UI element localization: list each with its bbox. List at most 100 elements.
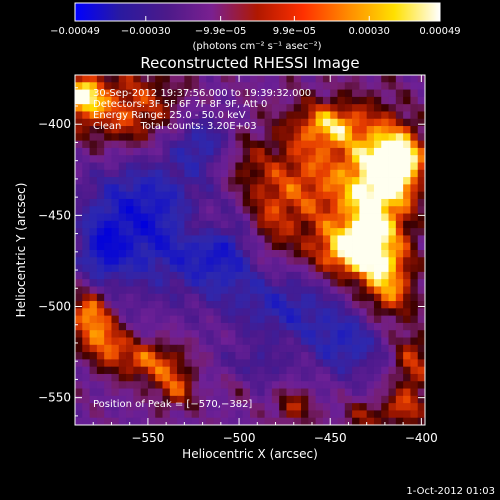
heatmap-cell — [250, 133, 258, 142]
heatmap-cell — [264, 366, 273, 375]
heatmap-cell — [140, 257, 149, 265]
heatmap-cell — [191, 344, 200, 353]
heatmap-cell — [118, 169, 127, 178]
heatmap-cell — [198, 118, 207, 127]
heatmap-cell — [315, 111, 324, 120]
heatmap-cell — [75, 271, 83, 280]
heatmap-cell — [126, 257, 134, 265]
heatmap-cell — [198, 191, 207, 200]
heatmap-cell — [96, 140, 105, 149]
heatmap-cell — [133, 89, 142, 98]
heatmap-cell — [264, 162, 273, 171]
heatmap-cell — [75, 381, 83, 389]
heatmap-cell — [315, 308, 324, 317]
heatmap-cell — [344, 140, 353, 149]
heatmap-cell — [308, 315, 317, 324]
heatmap-cell — [359, 315, 368, 324]
heatmap-cell — [198, 213, 207, 222]
heatmap-cell — [228, 271, 236, 280]
heatmap-cell — [82, 271, 90, 280]
heatmap-cell — [104, 373, 112, 382]
heatmap-cell — [140, 177, 149, 185]
heatmap-cell — [293, 271, 302, 280]
heatmap-cell — [410, 177, 419, 185]
heatmap-cell — [82, 359, 90, 368]
heatmap-cell — [133, 126, 142, 134]
heatmap-cell — [359, 366, 368, 375]
heatmap-cell — [198, 111, 207, 120]
heatmap-cell — [198, 126, 207, 134]
heatmap-cell — [403, 220, 411, 229]
heatmap-cell — [177, 257, 185, 265]
heatmap-cell — [388, 395, 397, 404]
heatmap-cell — [403, 228, 411, 236]
heatmap-cell — [322, 75, 331, 83]
heatmap-cell — [126, 264, 134, 273]
heatmap-cell — [264, 89, 273, 98]
heatmap-cell — [118, 330, 127, 338]
heatmap-cell — [111, 206, 120, 214]
heatmap-cell — [264, 133, 273, 142]
heatmap-cell — [220, 206, 229, 214]
heatmap-cell — [301, 213, 309, 222]
heatmap-cell — [111, 162, 120, 171]
heatmap-cell — [96, 228, 105, 236]
heatmap-cell — [366, 228, 375, 236]
heatmap-cell — [279, 220, 287, 229]
heatmap-cell — [395, 191, 404, 200]
heatmap-cell — [352, 403, 360, 411]
heatmap-cell — [235, 264, 244, 273]
heatmap-cell — [147, 155, 156, 163]
heatmap-cell — [96, 293, 105, 302]
heatmap-cell — [104, 337, 112, 346]
heatmap-cell — [403, 89, 411, 98]
heatmap-cell — [75, 147, 83, 156]
heatmap-cell — [366, 315, 375, 324]
heatmap-cell — [403, 293, 411, 302]
heatmap-cell — [133, 308, 142, 317]
heatmap-cell — [140, 344, 149, 353]
heatmap-cell — [410, 82, 419, 90]
heatmap-cell — [352, 75, 360, 83]
heatmap-cell — [111, 352, 120, 360]
heatmap-cell — [177, 366, 185, 375]
heatmap-cell — [206, 301, 214, 309]
heatmap-cell — [366, 82, 375, 90]
heatmap-cell — [417, 228, 425, 236]
heatmap-cell — [257, 366, 265, 375]
heatmap-cell — [257, 89, 265, 98]
heatmap-cell — [264, 373, 273, 382]
heatmap-cell — [308, 271, 317, 280]
heatmap-cell — [417, 257, 425, 265]
heatmap-cell — [89, 228, 98, 236]
heatmap-cell — [322, 293, 331, 302]
heatmap-cell — [235, 301, 244, 309]
heatmap-cell — [177, 89, 185, 98]
heatmap-cell — [89, 279, 98, 287]
heatmap-cell — [308, 89, 317, 98]
heatmap-cell — [242, 337, 251, 346]
heatmap-cell — [359, 344, 368, 353]
heatmap-cell — [198, 206, 207, 214]
heatmap-cell — [169, 257, 178, 265]
heatmap-cell — [417, 155, 425, 163]
heatmap-cell — [344, 96, 353, 105]
heatmap-cell — [184, 250, 193, 258]
heatmap-cell — [410, 155, 419, 163]
heatmap-cell — [155, 264, 163, 273]
heatmap-cell — [403, 198, 411, 207]
heatmap-cell — [147, 89, 156, 98]
colorbar-tick-label: 0.00030 — [349, 26, 390, 37]
heatmap-cell — [184, 301, 193, 309]
heatmap-cell — [104, 264, 112, 273]
heatmap-cell — [198, 96, 207, 105]
heatmap-cell — [162, 286, 171, 295]
heatmap-cell — [308, 184, 317, 193]
heatmap-cell — [104, 191, 112, 200]
heatmap-cell — [220, 337, 229, 346]
heatmap-cell — [388, 279, 397, 287]
heatmap-cell — [118, 206, 127, 214]
heatmap-cell — [184, 403, 193, 411]
heatmap-cell — [140, 395, 149, 404]
heatmap-cell — [177, 279, 185, 287]
